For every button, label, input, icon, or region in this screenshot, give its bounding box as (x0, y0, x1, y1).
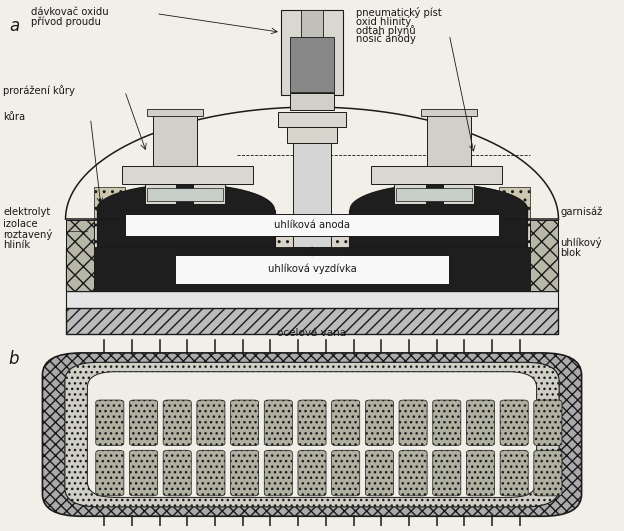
Bar (66, 291, 558, 308)
FancyBboxPatch shape (231, 450, 259, 496)
FancyBboxPatch shape (399, 450, 427, 496)
FancyBboxPatch shape (265, 400, 292, 446)
FancyBboxPatch shape (534, 400, 562, 446)
FancyBboxPatch shape (130, 400, 157, 446)
Text: roztavený: roztavený (3, 229, 52, 240)
FancyBboxPatch shape (399, 400, 427, 446)
Text: dávkovač oxidu: dávkovač oxidu (31, 7, 109, 18)
Text: uhlíkový: uhlíkový (560, 237, 602, 249)
Bar (396, 187, 472, 201)
Text: uhlíková vyzdívka: uhlíková vyzdívka (268, 264, 356, 275)
Text: uhlíková anoda: uhlíková anoda (274, 220, 350, 230)
Bar (145, 184, 176, 204)
Text: hliník: hliník (3, 241, 30, 250)
FancyBboxPatch shape (500, 400, 529, 446)
Text: prorážení kůry: prorážení kůry (3, 84, 75, 96)
Text: garnisáž: garnisáž (560, 206, 603, 217)
Bar (147, 187, 223, 201)
Bar (293, 128, 331, 247)
FancyBboxPatch shape (366, 450, 393, 496)
Bar (66, 247, 558, 291)
Bar (153, 115, 197, 166)
Bar (66, 308, 558, 333)
Bar (66, 220, 94, 291)
FancyBboxPatch shape (163, 450, 192, 496)
Text: ocelová vana: ocelová vana (278, 328, 346, 338)
Text: oxid hlinitý: oxid hlinitý (356, 16, 411, 27)
FancyBboxPatch shape (130, 450, 157, 496)
FancyBboxPatch shape (433, 450, 461, 496)
Text: kůra: kůra (3, 112, 25, 122)
FancyBboxPatch shape (265, 450, 292, 496)
FancyBboxPatch shape (96, 450, 124, 496)
Text: b: b (9, 350, 19, 368)
Text: nosič anody: nosič anody (356, 34, 416, 45)
Bar (427, 115, 471, 166)
FancyBboxPatch shape (467, 450, 494, 496)
FancyBboxPatch shape (163, 400, 192, 446)
Bar (371, 166, 502, 184)
Bar (443, 184, 474, 204)
Bar (290, 37, 334, 92)
Bar (97, 210, 275, 247)
Bar (94, 187, 125, 219)
Text: odtah plynů: odtah plynů (356, 25, 416, 36)
FancyBboxPatch shape (197, 450, 225, 496)
Bar (66, 220, 558, 247)
FancyBboxPatch shape (65, 362, 559, 507)
Bar (301, 10, 323, 37)
Bar (394, 184, 426, 204)
Text: blok: blok (560, 248, 581, 258)
Bar (66, 308, 558, 333)
Bar (287, 127, 337, 143)
FancyBboxPatch shape (433, 400, 461, 446)
FancyBboxPatch shape (298, 450, 326, 496)
FancyBboxPatch shape (534, 450, 562, 496)
FancyBboxPatch shape (332, 400, 359, 446)
FancyBboxPatch shape (42, 353, 582, 516)
Text: izolace: izolace (3, 219, 37, 229)
Bar (147, 109, 203, 116)
FancyBboxPatch shape (500, 450, 529, 496)
Text: přívod proudu: přívod proudu (31, 16, 101, 27)
FancyBboxPatch shape (231, 400, 259, 446)
Text: elektrolyt: elektrolyt (3, 208, 51, 217)
Bar (530, 220, 558, 291)
Bar (193, 184, 225, 204)
FancyBboxPatch shape (366, 400, 393, 446)
FancyBboxPatch shape (332, 450, 359, 496)
FancyBboxPatch shape (96, 400, 124, 446)
Bar (278, 112, 346, 127)
Bar (175, 255, 449, 284)
Text: pneumatický píst: pneumatický píst (356, 7, 441, 19)
Text: a: a (9, 17, 19, 35)
Bar (499, 187, 530, 219)
FancyBboxPatch shape (298, 400, 326, 446)
FancyBboxPatch shape (197, 400, 225, 446)
Bar (122, 166, 253, 184)
FancyBboxPatch shape (467, 400, 494, 446)
FancyBboxPatch shape (87, 372, 537, 498)
Bar (421, 109, 477, 116)
Bar (290, 93, 334, 110)
Bar (349, 210, 527, 247)
Bar (281, 10, 343, 95)
Bar (125, 214, 499, 236)
